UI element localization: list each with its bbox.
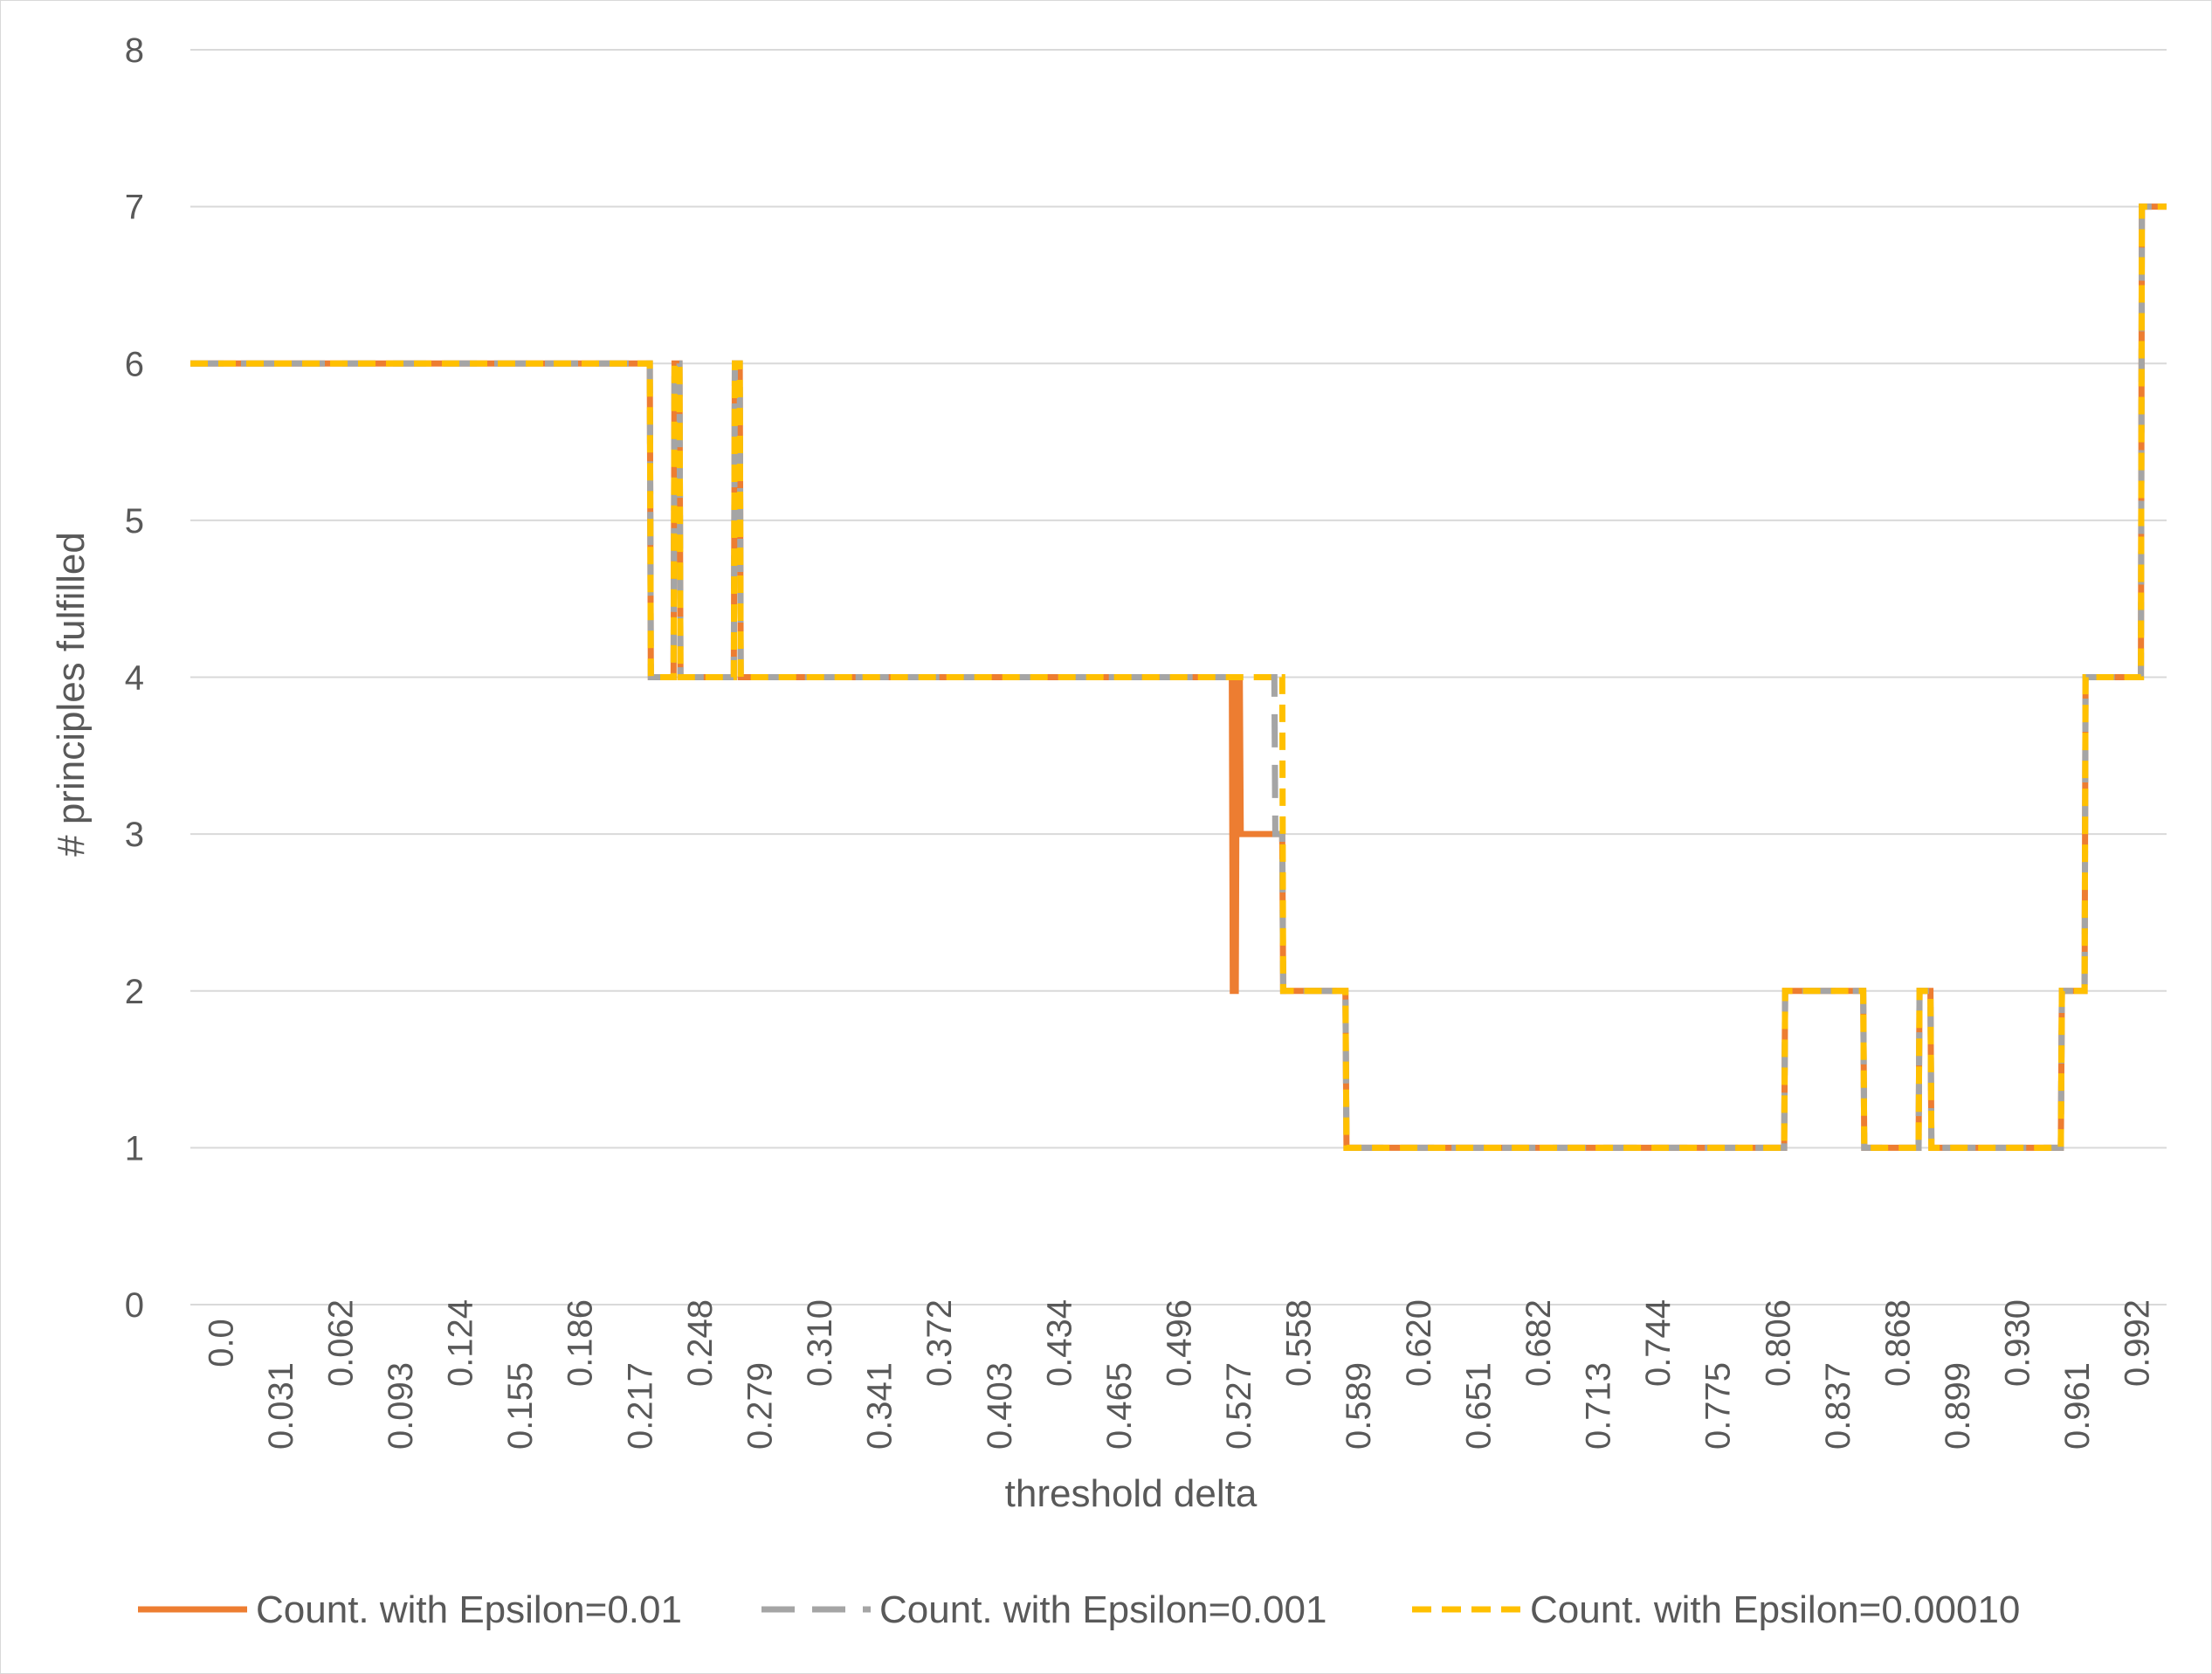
x-tick-label: 0.682	[1519, 1299, 1558, 1387]
y-tick-label: 0	[125, 1286, 144, 1325]
x-tick-label: 0.558	[1280, 1299, 1319, 1387]
y-axis-title: # principles fulfilled	[50, 532, 93, 857]
y-tick-label: 1	[125, 1129, 144, 1168]
y-tick-label: 5	[125, 502, 144, 541]
y-tick-label: 2	[125, 973, 144, 1011]
x-tick-label: 0.496	[1161, 1299, 1199, 1387]
legend-label-1: Count. with Epsilon=0.001	[879, 1588, 1327, 1631]
legend-label-0: Count. with Epsilon=0.01	[256, 1588, 682, 1631]
gridlines	[190, 49, 2167, 1305]
x-tick-label: 0.279	[741, 1362, 779, 1450]
x-tick-label: 0.837	[1819, 1362, 1857, 1450]
x-tick-label: 0.868	[1878, 1299, 1917, 1387]
y-tick-label: 6	[125, 345, 144, 383]
x-tick-label: 0.992	[2119, 1299, 2157, 1387]
x-tick-label: 0.589	[1340, 1362, 1378, 1450]
x-tick-label: 0.899	[1939, 1362, 1977, 1450]
x-tick-label: 0.186	[562, 1299, 600, 1387]
x-tick-label: 0.527	[1220, 1362, 1258, 1450]
x-tick-label: 0.310	[801, 1299, 839, 1387]
x-tick-label: 0.465	[1100, 1362, 1139, 1450]
plot-series	[190, 203, 2167, 1151]
x-tick-label: 0.434	[1040, 1299, 1078, 1387]
y-tick-label: 3	[125, 816, 144, 854]
x-tick-label: 0.651	[1459, 1362, 1498, 1450]
x-tick-label: 0.155	[501, 1362, 540, 1450]
x-axis-title: threshold delta	[1005, 1472, 1258, 1515]
legend: Count. with Epsilon=0.01 Count. with Epsi…	[138, 1588, 2020, 1631]
y-tick-label: 8	[125, 31, 144, 70]
x-tick-label: 0.775	[1699, 1362, 1738, 1450]
x-tick-label: 0.0	[202, 1319, 240, 1367]
x-tick-label: 0.341	[861, 1362, 899, 1450]
x-tick-label: 0.744	[1639, 1299, 1678, 1387]
x-tick-label: 0.031	[262, 1362, 300, 1450]
y-tick-label: 7	[125, 189, 144, 227]
x-tick-label: 0.620	[1400, 1299, 1438, 1387]
legend-label-2: Count. with Epsilon=0.00010	[1530, 1588, 2020, 1631]
x-tick-label: 0.806	[1759, 1299, 1797, 1387]
x-tick-label: 0.217	[621, 1362, 659, 1450]
x-tick-label: 0.372	[920, 1299, 959, 1387]
y-tick-label: 4	[125, 659, 144, 698]
x-tick-label: 0.062	[321, 1299, 360, 1387]
x-tick-label: 0.124	[442, 1299, 480, 1387]
x-axis-ticks: 0.0 0.031 0.062 0.093 0.124 0.155 0.186 0.217 0.…	[202, 1299, 2156, 1450]
x-tick-label: 0.961	[2058, 1362, 2097, 1450]
x-tick-label: 0.403	[981, 1362, 1019, 1450]
x-tick-label: 0.713	[1580, 1362, 1618, 1450]
y-axis-ticks: 0 1 2 3 4 5 6 7 8	[125, 31, 144, 1325]
x-tick-label: 0.248	[681, 1299, 720, 1387]
x-tick-label: 0.093	[382, 1362, 420, 1450]
x-tick-label: 0.930	[1999, 1299, 2037, 1387]
